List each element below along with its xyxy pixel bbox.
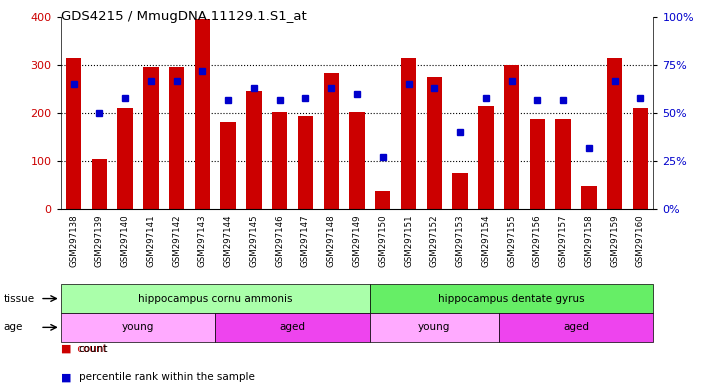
Bar <box>453 173 468 209</box>
Bar <box>117 109 133 209</box>
Bar <box>323 73 339 209</box>
Bar <box>221 122 236 209</box>
Bar <box>530 119 545 209</box>
Bar <box>272 113 288 209</box>
Bar <box>246 91 261 209</box>
Bar <box>370 313 498 342</box>
Bar <box>607 58 623 209</box>
Text: tissue: tissue <box>4 293 35 304</box>
Bar <box>370 284 653 313</box>
Bar <box>195 19 210 209</box>
Bar <box>633 109 648 209</box>
Text: count: count <box>79 344 108 354</box>
Bar <box>375 191 391 209</box>
Text: age: age <box>4 322 23 333</box>
Bar <box>169 67 184 209</box>
Text: aged: aged <box>280 322 306 333</box>
Bar <box>555 119 571 209</box>
Text: hippocampus dentate gyrus: hippocampus dentate gyrus <box>438 293 585 304</box>
Bar <box>401 58 416 209</box>
Text: aged: aged <box>563 322 589 333</box>
Bar <box>478 106 493 209</box>
Bar <box>349 113 365 209</box>
Bar <box>61 284 370 313</box>
Bar <box>298 116 313 209</box>
Bar <box>498 313 653 342</box>
Bar <box>581 186 597 209</box>
Bar <box>66 58 81 209</box>
Text: young: young <box>122 322 154 333</box>
Text: young: young <box>418 322 451 333</box>
Text: GDS4215 / MmugDNA.11129.1.S1_at: GDS4215 / MmugDNA.11129.1.S1_at <box>61 10 306 23</box>
Text: ■: ■ <box>61 344 71 354</box>
Text: ■: ■ <box>61 372 71 382</box>
Bar <box>426 77 442 209</box>
Bar <box>143 67 159 209</box>
Bar <box>61 313 216 342</box>
Text: percentile rank within the sample: percentile rank within the sample <box>79 372 254 382</box>
Bar <box>91 159 107 209</box>
Text: hippocampus cornu ammonis: hippocampus cornu ammonis <box>138 293 293 304</box>
Text: ■  count: ■ count <box>61 344 106 354</box>
Bar <box>216 313 370 342</box>
Bar <box>504 65 519 209</box>
